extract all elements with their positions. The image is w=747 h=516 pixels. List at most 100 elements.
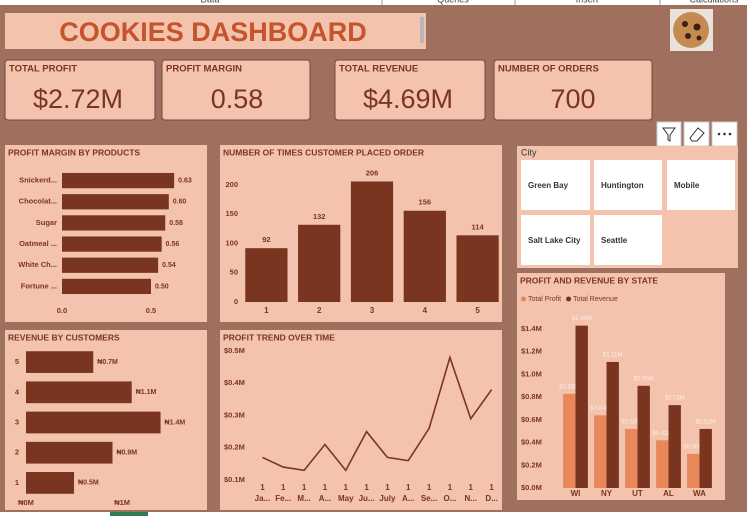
kpi-card: TOTAL REVENUE $4.69M (334, 59, 486, 121)
tab[interactable]: Data (200, 0, 219, 4)
kpi-value: 700 (550, 84, 595, 114)
chart-panel (5, 145, 207, 322)
y-tick-label: $0.2M (521, 460, 542, 469)
x-tick-label: WA (693, 489, 706, 498)
x-tick-label: 1 (448, 483, 453, 492)
y-tick-label: Snickerd... (19, 176, 57, 185)
kpi-card: NUMBER OF ORDERS 700 (493, 59, 653, 121)
data-label: ₦0.5M (78, 480, 99, 487)
bar (62, 194, 169, 210)
trend-line (262, 354, 493, 472)
data-label: $0.90M (634, 376, 654, 382)
y-tick-label: 2 (15, 448, 19, 457)
x-tick-label: ₦0M (18, 498, 34, 507)
bar (350, 181, 394, 302)
data-label: 92 (262, 235, 270, 244)
kpi-card: TOTAL PROFIT $2.72M (4, 59, 156, 121)
data-label: 0.56 (166, 241, 180, 248)
x-tick-label: 1 (260, 483, 265, 492)
x-tick-label: A... (402, 494, 414, 503)
tab[interactable]: Calculations (689, 0, 739, 4)
dot (723, 132, 726, 136)
legend-label: Total Revenue (573, 296, 618, 303)
bar (606, 361, 619, 488)
filter-button[interactable] (656, 121, 682, 147)
data-label: 0.54 (162, 262, 176, 269)
y-tick-label: 50 (230, 268, 238, 277)
kpi-label: TOTAL REVENUE (339, 64, 418, 75)
bar (403, 210, 446, 302)
x-tick-label: 1 (385, 483, 390, 492)
y-tick-label: White Ch... (18, 260, 57, 269)
dashboard-title: COOKIES DASHBOARD (59, 17, 367, 47)
city-slicer: City Green Bay Huntington Mobile Salt La… (517, 146, 738, 268)
x-tick-label: N... (465, 494, 477, 503)
x-tick-label: 1 (364, 483, 369, 492)
slicer-item: Green Bay (528, 181, 569, 190)
chart-title: NUMBER OF TIMES CUSTOMER PLACED ORDER (223, 147, 424, 157)
x-tick-label: Se... (421, 494, 437, 503)
cookie-image (670, 9, 713, 51)
y-tick-label: $0.3M (224, 410, 245, 419)
cookie (673, 12, 709, 48)
x-tick-label: 4 (423, 306, 428, 315)
page-tab[interactable] (110, 512, 148, 516)
tab[interactable]: Queries (437, 0, 469, 4)
x-tick-label: O... (443, 494, 456, 503)
slicer-item: Seattle (601, 236, 628, 245)
y-tick-label: $1.4M (521, 324, 542, 333)
legend-swatch (566, 296, 572, 302)
x-tick-label: 2 (317, 306, 322, 315)
x-tick-label: UT (632, 489, 643, 498)
y-tick-label: 3 (15, 417, 19, 426)
bar (563, 393, 576, 488)
slicer-button[interactable] (594, 215, 662, 265)
data-label: 0.63 (178, 177, 192, 184)
x-tick-label: NY (601, 489, 613, 498)
eraser-button[interactable] (683, 121, 710, 147)
x-tick-label: WI (571, 489, 581, 498)
slicer-button[interactable] (667, 160, 735, 210)
bar (62, 278, 151, 295)
slicer-button[interactable] (594, 160, 662, 210)
x-tick-label: 1 (469, 483, 474, 492)
bar (62, 236, 162, 252)
data-label: ₦0.7M (97, 359, 118, 366)
bar (26, 381, 132, 404)
y-tick-label: 1 (15, 478, 19, 487)
slicer-button[interactable] (521, 160, 590, 210)
y-tick-label: $0.6M (521, 415, 542, 424)
slicer-button[interactable] (521, 215, 590, 265)
data-label: $0.83M (559, 384, 579, 390)
bar (62, 215, 166, 231)
bar (699, 428, 712, 488)
kpi-value: $2.72M (33, 84, 123, 114)
data-label: $0.42M (652, 431, 672, 437)
x-tick-label: D... (485, 494, 497, 503)
x-tick-label: July (379, 494, 396, 503)
tab[interactable]: Insert (576, 0, 599, 4)
y-tick-label: Fortune ... (21, 281, 57, 290)
bar (625, 428, 638, 488)
y-tick-label: 200 (225, 180, 238, 189)
bar (298, 224, 341, 302)
chart-title: REVENUE BY CUSTOMERS (8, 332, 120, 342)
data-label: ₦1.1M (136, 389, 157, 396)
x-tick-label: 1 (427, 483, 432, 492)
y-tick-label: Oatmeal ... (19, 239, 57, 248)
chip (685, 33, 691, 39)
bar (656, 440, 669, 488)
data-label: ₦1.4M (165, 419, 186, 426)
y-tick-label: $0.1M (224, 475, 245, 484)
bar (26, 351, 94, 373)
bar (456, 235, 499, 302)
data-label: $0.73M (665, 396, 685, 402)
data-label: 156 (419, 198, 432, 207)
data-label: 132 (313, 212, 326, 221)
x-tick-label: 1 (344, 483, 349, 492)
x-tick-label: 1 (406, 483, 411, 492)
data-label: ₦0.9M (117, 450, 138, 457)
data-label: $0.30M (683, 445, 703, 451)
legend-swatch (521, 296, 526, 302)
